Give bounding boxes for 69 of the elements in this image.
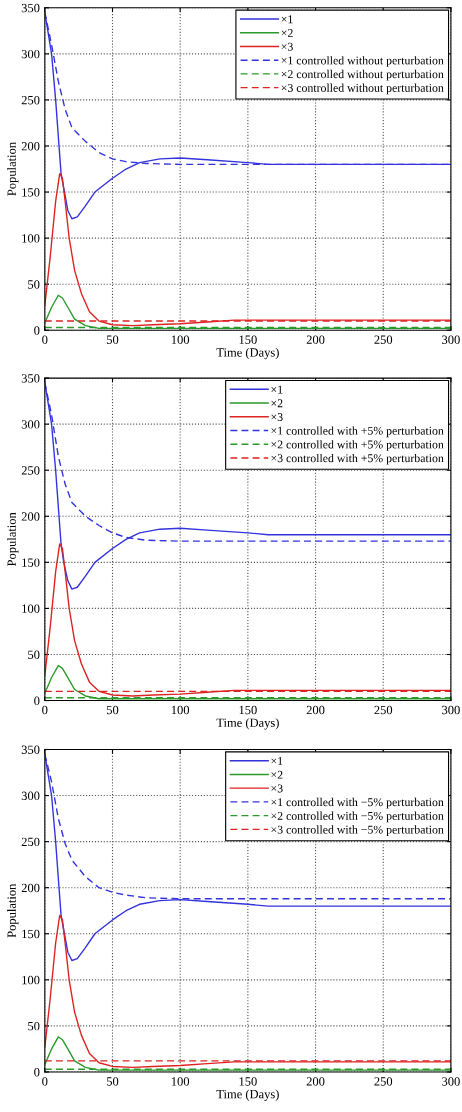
- x-tick-label: 100: [171, 1077, 190, 1086]
- x-tick-label: 100: [171, 335, 190, 344]
- y-tick-label: 150: [22, 929, 40, 939]
- y-tick-label: 150: [22, 558, 40, 567]
- y-tick-label: 0: [34, 1067, 40, 1077]
- y-axis-title: Population: [7, 142, 19, 196]
- x-tick-label: 0: [42, 705, 48, 715]
- legend-label: ×1: [271, 757, 283, 765]
- x-tick-label: 300: [442, 705, 460, 715]
- legend-label: ×3 controlled without perturbation: [281, 83, 444, 95]
- x-tick-label: 150: [239, 335, 257, 344]
- y-tick-label: 250: [21, 466, 40, 475]
- x-tick-label: 250: [374, 335, 393, 344]
- legend-label: ×2 controlled with −5% perturbation: [271, 811, 444, 823]
- y-tick-label: 250: [21, 95, 40, 105]
- x-tick-label: 200: [306, 1077, 325, 1086]
- y-tick-label: 50: [28, 280, 40, 289]
- y-tick-label: 200: [21, 142, 40, 151]
- y-tick-label: 150: [22, 188, 40, 197]
- y-tick-label: 50: [28, 1021, 40, 1031]
- x-tick-label: 0: [42, 335, 48, 344]
- x-tick-label: 250: [374, 705, 393, 715]
- legend-label: ×1 controlled with −5% perturbation: [271, 797, 444, 809]
- y-tick-label: 100: [22, 604, 40, 613]
- y-tick-label: 300: [21, 49, 40, 59]
- legend-label: ×3 controlled with −5% perturbation: [271, 825, 444, 836]
- x-tick-label: 300: [442, 1077, 460, 1086]
- y-tick-label: 350: [21, 745, 40, 754]
- x-tick-label: 150: [239, 1077, 257, 1086]
- x-axis-title: Time (Days): [216, 347, 279, 360]
- legend-label: ×1 controlled without perturbation: [281, 56, 444, 67]
- x-tick-label: 50: [106, 335, 119, 344]
- legend-label: ×2: [271, 399, 283, 408]
- y-tick-label: 350: [21, 3, 40, 13]
- x-axis-title: Time (Days): [216, 718, 279, 730]
- y-tick-label: 100: [22, 234, 40, 243]
- x-tick-label: 300: [442, 335, 460, 344]
- y-tick-label: 200: [21, 512, 40, 521]
- x-tick-label: 0: [42, 1077, 48, 1086]
- x-tick-label: 200: [306, 335, 325, 344]
- legend-label: ×2 controlled without perturbation: [281, 69, 444, 81]
- legend-label: ×3 controlled with +5% perturbation: [271, 453, 444, 465]
- y-axis-title: Population: [7, 512, 19, 567]
- legend-label: ×2: [271, 770, 283, 779]
- x-tick-label: 250: [374, 1077, 393, 1086]
- y-tick-label: 350: [21, 374, 40, 383]
- y-axis-title: Population: [7, 883, 19, 938]
- legend-label: ×3: [271, 413, 283, 421]
- x-tick-label: 150: [239, 705, 257, 715]
- legend-label: ×2 controlled with +5% perturbation: [271, 440, 444, 451]
- y-tick-label: 250: [21, 837, 40, 847]
- y-tick-label: 200: [21, 883, 40, 893]
- y-tick-label: 300: [21, 420, 40, 429]
- y-tick-label: 300: [21, 791, 40, 801]
- x-tick-label: 200: [306, 705, 325, 715]
- y-tick-label: 100: [22, 975, 40, 985]
- legend-label: ×1: [281, 15, 293, 24]
- legend-label: ×3: [281, 42, 293, 51]
- x-axis-title: Time (Days): [216, 1089, 279, 1101]
- x-tick-label: 100: [171, 705, 190, 715]
- y-tick-label: 0: [34, 326, 40, 335]
- legend-label: ×3: [271, 784, 283, 793]
- legend-label: ×1: [271, 385, 283, 394]
- y-tick-label: 50: [28, 650, 40, 659]
- legend-label: ×1 controlled with +5% perturbation: [271, 426, 444, 438]
- legend-label: ×2: [281, 29, 293, 37]
- x-tick-label: 50: [106, 705, 119, 715]
- x-tick-label: 50: [106, 1077, 119, 1086]
- y-tick-label: 0: [34, 696, 40, 706]
